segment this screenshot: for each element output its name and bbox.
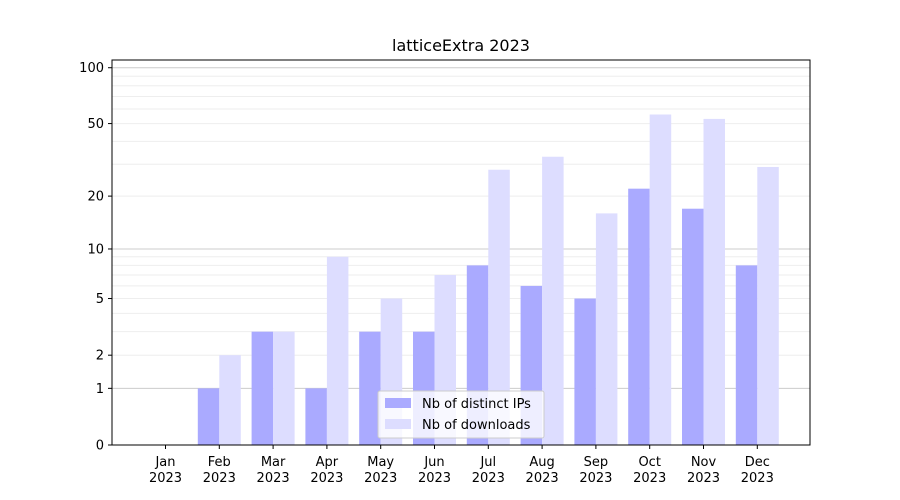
bar-downloads — [488, 169, 510, 445]
y-tick-label: 100 — [79, 61, 104, 76]
x-tick-label-month: Sep — [584, 455, 609, 470]
x-tick-label-year: 2023 — [364, 471, 397, 486]
y-axis: 0 1 2 5 10 20 50 100 — [79, 61, 112, 454]
bar-distinct-ips — [628, 188, 650, 445]
legend: Nb of distinct IPs Nb of downloads — [377, 390, 545, 439]
bar-distinct-ips — [197, 388, 220, 445]
x-tick-label-year: 2023 — [741, 471, 774, 486]
x-tick-label-year: 2023 — [472, 471, 505, 486]
bar-distinct-ips — [305, 388, 327, 445]
y-tick-label: 5 — [96, 292, 104, 307]
bar-distinct-ips — [682, 208, 704, 445]
x-tick-label-month: Feb — [208, 455, 231, 470]
y-tick-label: 20 — [87, 190, 104, 205]
x-tick-label-month: Jul — [479, 455, 496, 470]
grid-lines — [112, 67, 810, 389]
bar-distinct-ips — [251, 331, 274, 445]
bar-distinct-ips — [359, 331, 381, 445]
x-tick-label-month: May — [367, 455, 394, 470]
bar-downloads — [219, 355, 241, 445]
legend-label-distinct-ips: Nb of distinct IPs — [422, 397, 531, 412]
bar-downloads — [757, 166, 779, 445]
x-tick-label-year: 2023 — [149, 471, 182, 486]
x-tick-label-year: 2023 — [257, 471, 290, 486]
bar-distinct-ips — [735, 265, 758, 445]
legend-label-downloads: Nb of downloads — [422, 418, 531, 433]
y-tick-label: 2 — [96, 349, 104, 364]
y-tick-label: 50 — [87, 117, 104, 132]
x-tick-label-month: Dec — [745, 455, 770, 470]
legend-box — [377, 390, 545, 439]
y-tick-label: 10 — [87, 242, 104, 257]
bar-downloads — [326, 256, 349, 445]
x-tick-label-month: Apr — [316, 455, 339, 470]
bar-distinct-ips — [574, 298, 596, 445]
y-tick-label: 1 — [96, 382, 104, 397]
x-tick-label-month: Mar — [261, 455, 286, 470]
x-tick-label-year: 2023 — [687, 471, 720, 486]
x-axis: Jan2023Feb2023Mar2023Apr2023May2023Jun20… — [149, 445, 774, 486]
legend-swatch-downloads — [385, 419, 411, 429]
bar-downloads — [273, 331, 295, 445]
x-tick-label-year: 2023 — [579, 471, 612, 486]
chart-title: latticeExtra 2023 — [392, 36, 530, 55]
x-tick-label-year: 2023 — [310, 471, 343, 486]
x-tick-label-year: 2023 — [418, 471, 451, 486]
x-tick-label-month: Jun — [423, 455, 444, 470]
x-tick-label-year: 2023 — [633, 471, 666, 486]
x-tick-label-year: 2023 — [526, 471, 559, 486]
x-tick-label-month: Jan — [154, 455, 175, 470]
x-tick-label-year: 2023 — [203, 471, 236, 486]
x-tick-label-month: Aug — [529, 455, 554, 470]
y-tick-label: 0 — [96, 439, 104, 454]
bar-downloads — [595, 213, 618, 445]
plot-frame — [111, 59, 811, 446]
bar-downloads — [542, 156, 564, 446]
x-tick-label-month: Nov — [691, 455, 717, 470]
bar-downloads — [703, 118, 725, 445]
x-tick-label-month: Oct — [638, 455, 660, 470]
legend-swatch-distinct-ips — [385, 398, 411, 408]
bar-downloads — [649, 114, 672, 445]
